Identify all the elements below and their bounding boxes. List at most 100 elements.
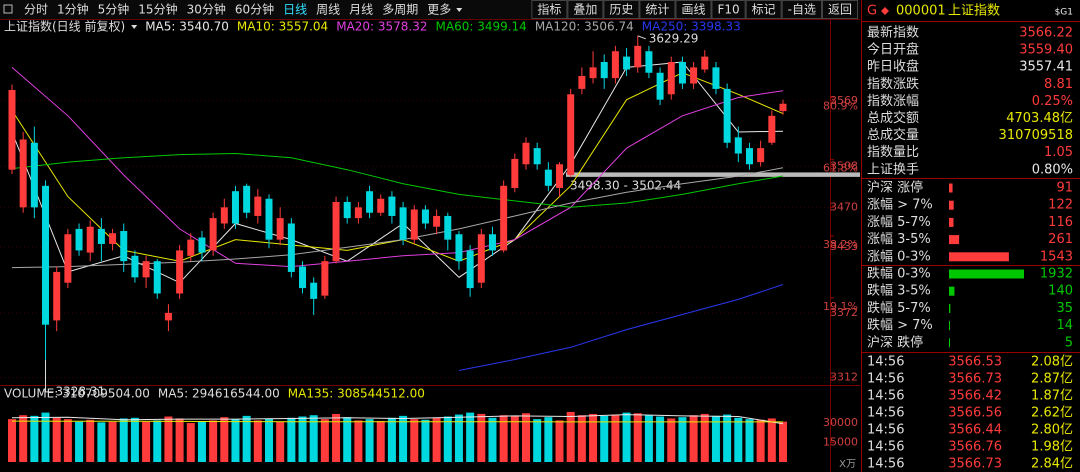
period-tab[interactable]: 15分钟 [138,2,177,17]
ma-legend: MA60: 3499.14 [436,20,527,34]
distribution-count: 1543 [1040,249,1073,264]
menu-icon[interactable] [3,4,13,14]
toolbar-button[interactable]: F10 [717,3,739,17]
period-tab[interactable]: 1分钟 [57,2,89,17]
trade-price: 3566.42 [948,389,1002,404]
distribution-bar [949,200,954,210]
quote-value: 310709518 [999,128,1073,143]
candle-body [768,115,776,143]
fib-label: 38.2% [823,238,858,251]
quote-label: 指数涨跌 [867,76,919,92]
trade-volume: 2.80亿 [1031,423,1073,438]
quote-value: 4703.48亿 [1006,111,1073,126]
volume-bar [209,420,218,462]
toolbar-button[interactable]: 指标 [537,2,561,17]
period-tab[interactable]: 周线 [316,3,340,17]
toolbar-button[interactable]: 叠加 [573,3,597,17]
volume-bar [376,421,385,462]
volume-bar [477,413,486,462]
volume-bar [689,415,698,462]
distribution-label: 涨幅 0-3% [867,249,931,264]
candle-body [321,261,329,296]
period-tab[interactable]: 30分钟 [187,2,226,17]
toolbar-button[interactable]: 统计 [645,3,669,17]
support-band [566,172,860,177]
ma-legend: MA20: 3578.32 [336,20,427,34]
volume-bar [589,413,598,462]
candle-body [97,228,105,244]
toolbar-button[interactable]: 返回 [828,3,852,17]
volume-bar [522,413,530,462]
volume-bar [678,417,687,462]
candle-body [723,88,731,143]
volume-bar [499,415,508,462]
distribution-bar [949,235,960,245]
candle-body [444,215,452,240]
trade-price: 3566.56 [948,406,1002,421]
volume-bar [421,419,430,462]
volume-bar [242,415,251,462]
candle-body [19,139,27,208]
period-tab[interactable]: 日线 [283,3,307,17]
period-tab[interactable]: 5分钟 [98,2,130,17]
distribution-count: 140 [1048,284,1073,299]
candle-body [634,45,642,68]
toolbar-button[interactable]: -自选 [788,3,816,17]
candle-body [466,250,474,289]
volume-bar [332,413,341,462]
candle-body [109,233,117,244]
volume-legend: MA5: 294616544.00 [158,387,280,401]
volume-bar [779,421,787,462]
distribution-label: 跌幅 3-5% [867,283,931,299]
candle-body [287,223,295,272]
volume-bar [767,418,776,462]
ma-legend: MA5: 3540.70 [145,20,229,34]
distribution-label: 跌幅 > 7% [867,317,933,333]
distribution-bar [949,303,951,313]
volume-bar [19,415,28,462]
candle-body [366,191,374,213]
trade-time: 14:56 [867,372,904,387]
quote-label: 总成交量 [867,127,919,143]
volume-ma-line [11,414,784,425]
volume-bar [298,416,307,462]
candle-body [343,201,351,219]
volume-bar [734,417,743,462]
volume-bar [63,419,72,462]
volume-bar [253,420,262,462]
volume-bar [667,418,676,462]
volume-bar [130,417,139,462]
volume-bar [399,415,408,462]
period-tab[interactable]: 多周期 [382,3,418,17]
period-tab[interactable]: 60分钟 [235,2,274,17]
candle-body [42,185,50,325]
candle-body [690,67,698,84]
volume-bar [41,412,50,462]
distribution-count: 5 [1065,335,1073,350]
period-tab[interactable]: 更多 [427,3,451,17]
period-tab[interactable]: 分时 [24,3,48,17]
candle-body [164,312,172,321]
volume-bar [544,417,553,462]
candle-body [589,67,597,79]
toolbar-button[interactable]: 标记 [752,3,776,17]
candle-body [779,103,787,112]
distribution-label: 沪深 涨停 [867,180,923,196]
toolbar-button[interactable]: 画线 [681,3,705,17]
band-label: 3498.30 - 3502.44 [570,178,681,192]
button-frame [567,0,604,19]
candle-body [120,231,128,262]
distribution-label: 涨幅 > 7% [867,198,933,213]
volume-bar [197,421,206,462]
quote-value: 3557.41 [1019,60,1073,75]
high-label: 3629.29 [649,31,699,45]
button-frame [711,0,746,19]
volume-bar [354,420,363,462]
candle-body [533,148,541,165]
candle-body [75,228,83,251]
period-tab[interactable]: 月线 [349,3,373,17]
volume-bar [611,414,620,462]
toolbar-button[interactable]: 历史 [609,3,633,17]
volume-bar [577,415,586,462]
candle-body [544,169,552,186]
